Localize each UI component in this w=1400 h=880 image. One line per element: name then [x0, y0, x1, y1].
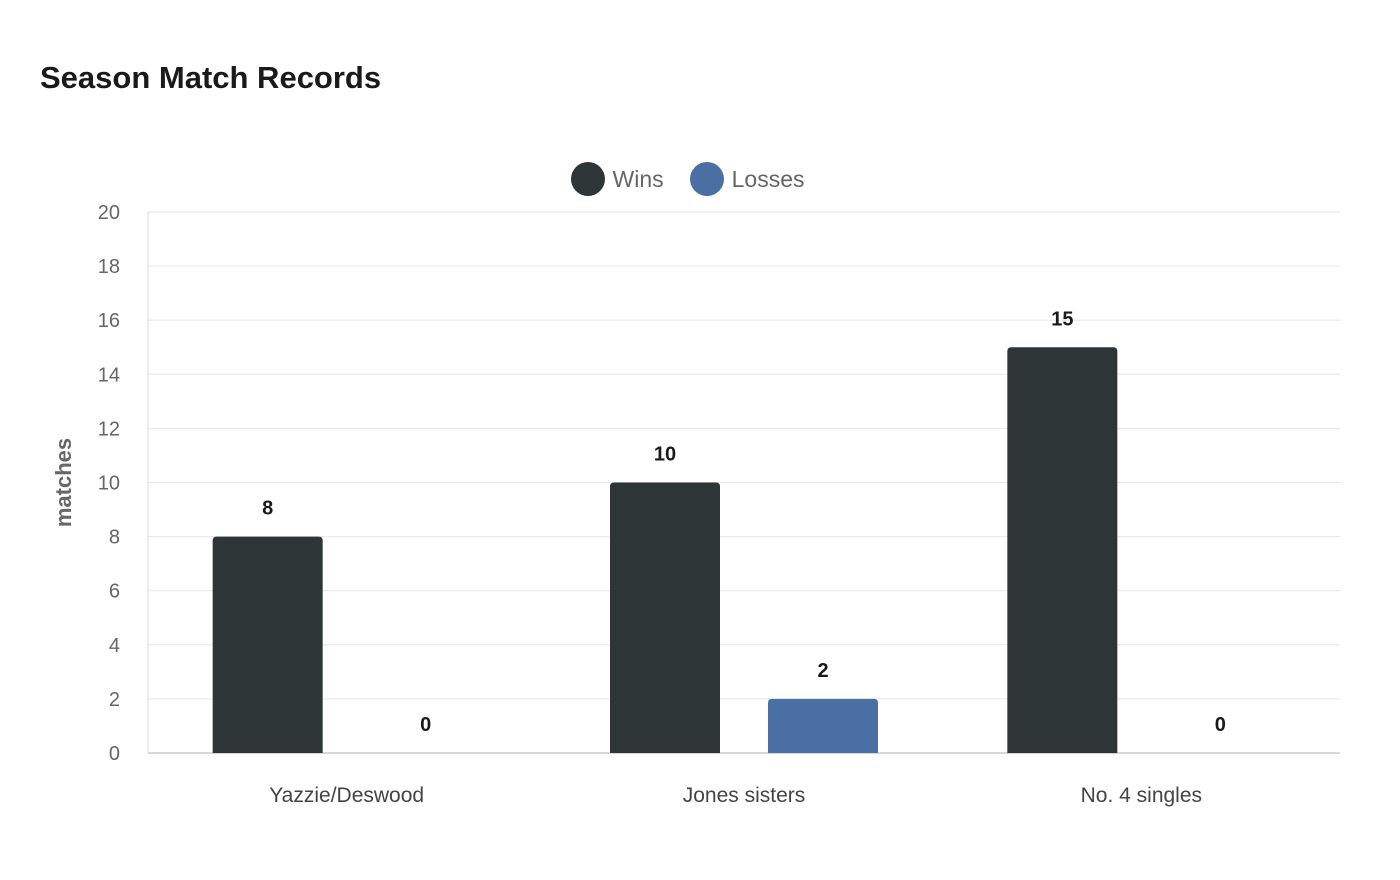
bar-losses — [768, 698, 878, 753]
bar-wins — [1007, 347, 1118, 753]
legend-marker-wins — [570, 162, 605, 196]
y-tick-label: 0 — [109, 743, 120, 765]
x-category-label: Jones sisters — [683, 784, 806, 807]
chart-legend: Wins Losses — [0, 162, 1375, 196]
legend-label-wins: Wins — [612, 165, 664, 192]
data-label-wins: 10 — [654, 444, 676, 466]
y-tick-label: 4 — [109, 635, 120, 657]
legend-item-wins[interactable]: Wins — [570, 162, 664, 196]
bar-wins — [212, 536, 323, 753]
data-label-losses: 0 — [420, 714, 431, 736]
data-label-wins: 8 — [262, 498, 273, 520]
x-category-label: No. 4 singles — [1081, 784, 1202, 807]
chart-title: Season Match Records — [40, 60, 382, 95]
y-tick-label: 14 — [98, 364, 120, 386]
legend-item-losses[interactable]: Losses — [689, 162, 805, 196]
legend-marker-losses — [689, 162, 724, 196]
bar-wins — [610, 482, 720, 753]
y-tick-label: 8 — [109, 527, 120, 549]
x-category-label: Yazzie/Deswood — [269, 784, 424, 807]
y-tick-label: 12 — [98, 418, 120, 440]
y-tick-label: 6 — [109, 581, 120, 603]
data-label-losses: 2 — [817, 660, 828, 682]
data-label-wins: 15 — [1051, 308, 1073, 330]
y-tick-label: 20 — [98, 202, 120, 224]
y-tick-label: 2 — [109, 689, 120, 711]
y-tick-label: 16 — [98, 310, 120, 332]
y-tick-label: 10 — [98, 473, 120, 495]
y-tick-label: 18 — [98, 256, 120, 278]
data-label-losses: 0 — [1215, 714, 1226, 736]
legend-label-losses: Losses — [731, 165, 805, 192]
y-axis-title: matches — [51, 438, 76, 527]
